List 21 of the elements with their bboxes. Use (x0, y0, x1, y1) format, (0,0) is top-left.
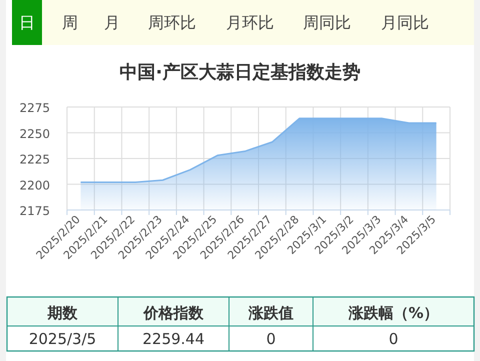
text: 涨跌值 (248, 304, 294, 322)
text: 0 (266, 330, 276, 348)
text: 周同比 (303, 13, 351, 32)
text: 日 (19, 13, 35, 32)
text: 月环比 (226, 13, 274, 32)
text: 2259.44 (142, 330, 205, 348)
text: 周环比 (148, 13, 196, 32)
text: 月同比 (381, 13, 429, 32)
text: 价格指数 (142, 304, 204, 322)
chart-title: 中国·产区大蒜日定基指数走势 (120, 62, 360, 83)
text: 月 (104, 13, 120, 32)
y-tick-label: 2200 (19, 178, 50, 192)
y-tick-label: 2225 (19, 152, 50, 166)
text: 2025/3/5 (28, 330, 96, 348)
y-tick-label: 2250 (19, 126, 50, 141)
y-tick-label: 2175 (19, 204, 50, 218)
text: 期数 (46, 304, 78, 322)
y-tick-label: 2275 (19, 101, 50, 115)
text: 周 (62, 13, 78, 32)
text: 涨跌幅（%） (347, 304, 439, 322)
text: 0 (388, 330, 398, 348)
